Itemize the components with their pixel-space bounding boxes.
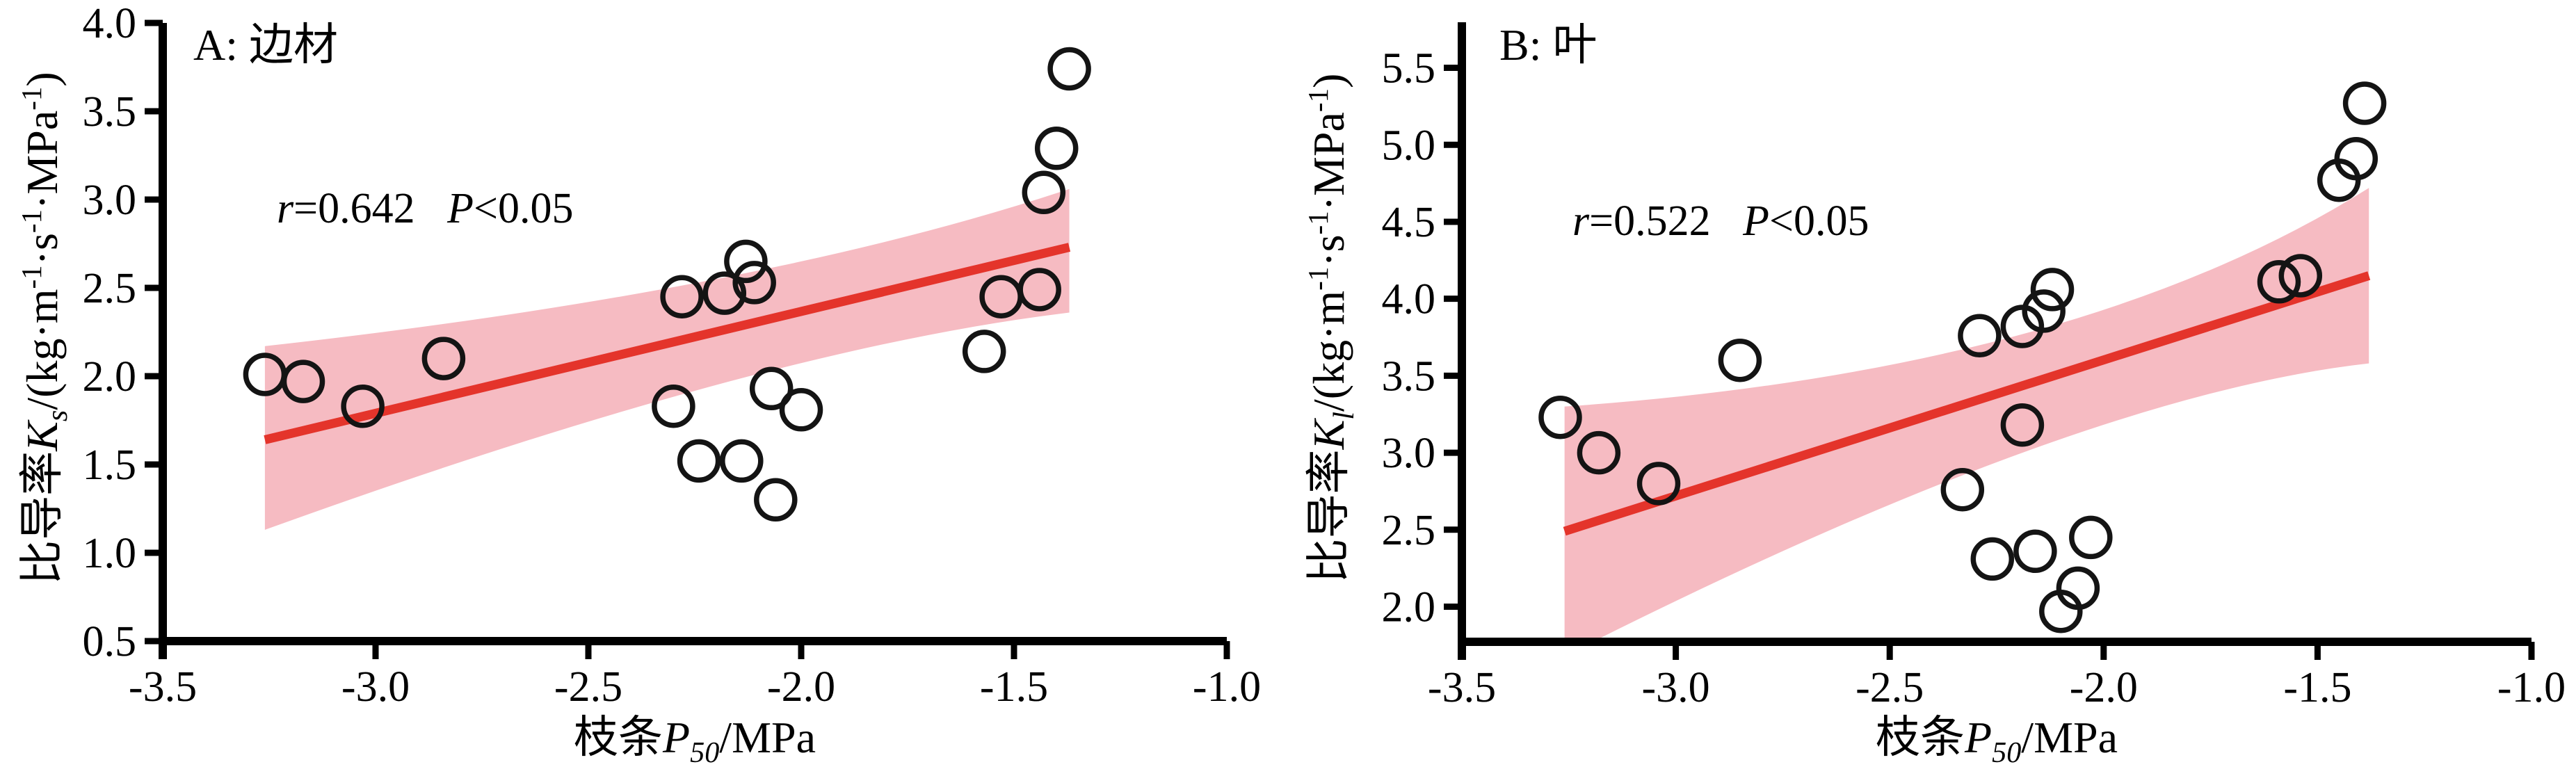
y-tick-label: 5.0	[1382, 122, 1436, 169]
x-tick-label: -2.5	[554, 663, 622, 711]
data-point	[1034, 127, 1079, 170]
data-point	[1636, 462, 1681, 506]
data-point	[281, 359, 325, 403]
x-tick-label: -1.0	[2497, 664, 2566, 711]
panel-a-sapwood: -3.5 -3.0 -2.5 -2.0 -1.5 -1.0 0.5 1.0 1.5 2.0 2.5 3…	[15, 0, 1261, 769]
data-point	[652, 384, 695, 428]
plot-area	[1563, 188, 2371, 642]
data-point	[724, 239, 768, 284]
confidence-band	[264, 188, 1070, 530]
y-tick-label: 3.5	[83, 88, 137, 136]
x-tick-label: -2.0	[2070, 664, 2138, 711]
panel-b-leaf: -3.5 -3.0 -2.5 -2.0 -1.5 -1.0 2.0 2.5 3.0 3.5 4.0 4…	[1302, 20, 2566, 769]
data-point	[2278, 254, 2323, 298]
data-point	[779, 388, 823, 432]
data-point	[2334, 136, 2378, 181]
x-tick-label: -3.0	[341, 663, 410, 711]
data-point	[2000, 403, 2045, 447]
y-axis-title: 比导率Kl/(kg·m-1·s-1·MPa-1)	[1302, 74, 1360, 583]
data-point	[1970, 537, 2015, 581]
plot-area	[264, 188, 1071, 530]
x-tick-label: -3.5	[129, 663, 197, 711]
data-point	[2039, 589, 2083, 633]
stats-annotation: r=0.522 P<0.05	[1572, 197, 1869, 245]
x-tick-label: -2.5	[1855, 664, 1924, 711]
y-tick-label: 3.0	[1382, 430, 1436, 477]
data-point	[749, 366, 794, 411]
data-point	[421, 337, 466, 380]
x-tick-label: -1.5	[2283, 664, 2351, 711]
y-axis-title: 比导率Ks/(kg·m-1·s-1·MPa-1)	[15, 72, 74, 585]
y-tick-label: 1.5	[83, 442, 137, 489]
data-point	[962, 330, 1006, 373]
y-tick-label: 2.0	[1382, 584, 1436, 631]
confidence-band	[1564, 188, 2369, 642]
x-tick-label: -2.0	[767, 663, 835, 711]
data-point	[2257, 260, 2301, 304]
y-tick-label: 2.0	[83, 353, 137, 401]
data-point	[1538, 395, 1582, 439]
data-point	[660, 275, 704, 318]
data-point	[720, 439, 764, 483]
x-tick-label: -1.0	[1193, 663, 1261, 711]
data-point	[2022, 289, 2066, 333]
x-axis-title: 枝条P50/MPa	[574, 713, 816, 769]
y-tick-label: 4.0	[83, 0, 137, 47]
y-tick-label: 4.0	[1382, 276, 1436, 323]
data-point	[341, 384, 385, 428]
y-tick-label: 1.0	[83, 530, 137, 577]
data-point	[2030, 268, 2075, 312]
data-point	[1017, 268, 1061, 312]
y-tick-label: 3.0	[83, 177, 137, 224]
y-tick-label: 0.5	[83, 618, 137, 665]
y-tick-label: 3.5	[1382, 353, 1436, 400]
x-tick-label: -1.5	[980, 663, 1048, 711]
data-point	[754, 478, 798, 522]
stats-annotation: r=0.642 P<0.05	[277, 185, 573, 232]
panel-title: A: 边材	[193, 20, 338, 70]
data-point	[1047, 47, 1091, 91]
data-point	[1577, 430, 1621, 475]
y-tick-label: 5.5	[1382, 45, 1436, 92]
panel-title: B: 叶	[1499, 20, 1597, 70]
x-tick-label: -3.5	[1428, 664, 1496, 711]
y-tick-label: 4.5	[1382, 199, 1436, 246]
data-point	[2069, 515, 2113, 560]
data-point	[1958, 314, 2002, 358]
y-tick-label: 2.5	[1382, 507, 1436, 554]
data-point	[1940, 467, 1985, 512]
data-point	[2013, 529, 2057, 574]
data-point	[1022, 170, 1066, 215]
y-tick-label: 2.5	[83, 265, 137, 312]
regression-line	[264, 243, 1071, 444]
data-point	[702, 271, 747, 315]
data-point	[2342, 81, 2387, 125]
data-point	[732, 261, 776, 305]
regression-line	[1563, 271, 2371, 536]
data-point	[2000, 305, 2045, 348]
x-tick-label: -3.0	[1642, 664, 1710, 711]
x-axis-title: 枝条P50/MPa	[1876, 713, 2118, 769]
data-point	[677, 439, 721, 483]
data-point	[1718, 338, 1762, 382]
